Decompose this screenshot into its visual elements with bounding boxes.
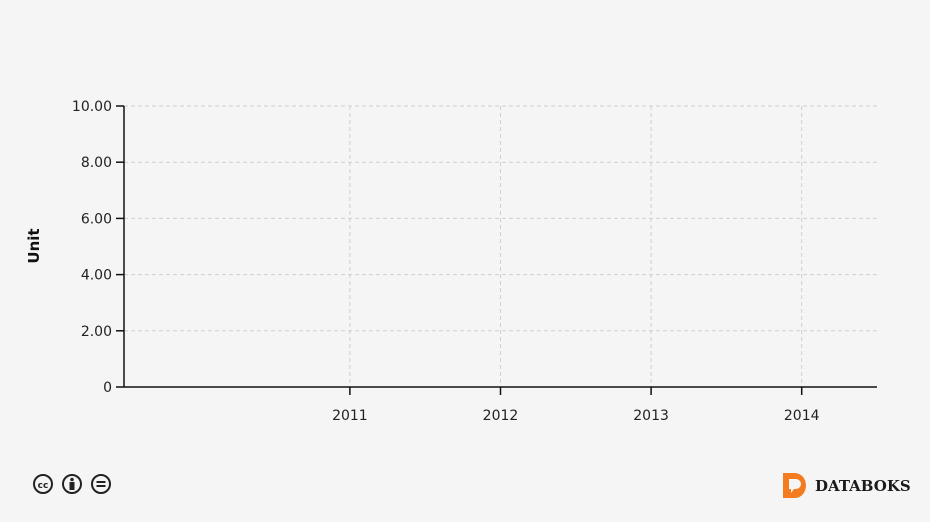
nd-icon: [91, 474, 111, 494]
x-tick-label: 2014: [784, 408, 820, 424]
y-tick-label: 6.00: [81, 211, 112, 227]
grid-layer: [124, 105, 877, 387]
x-tick-label: 2012: [483, 408, 519, 424]
y-tick-label: 2.00: [81, 324, 112, 340]
x-tick-label: 2013: [633, 408, 669, 424]
tick-layer: 0 2.00 4.00 6.00 8.00 10.00 2011 2012 2013 2014: [72, 99, 820, 424]
svg-text:cc: cc: [38, 481, 49, 491]
cc-icon: cc: [33, 474, 53, 494]
y-axis-label: Unit: [25, 228, 43, 263]
y-tick-label: 0: [103, 380, 112, 396]
y-tick-label: 10.00: [72, 99, 112, 115]
by-icon: [62, 474, 82, 494]
y-tick-label: 4.00: [81, 268, 112, 284]
y-tick-label: 8.00: [81, 155, 112, 171]
databoks-logo: [783, 473, 806, 498]
x-tick-label: 2011: [332, 408, 368, 424]
brand-name: DATABOKS: [815, 477, 911, 495]
